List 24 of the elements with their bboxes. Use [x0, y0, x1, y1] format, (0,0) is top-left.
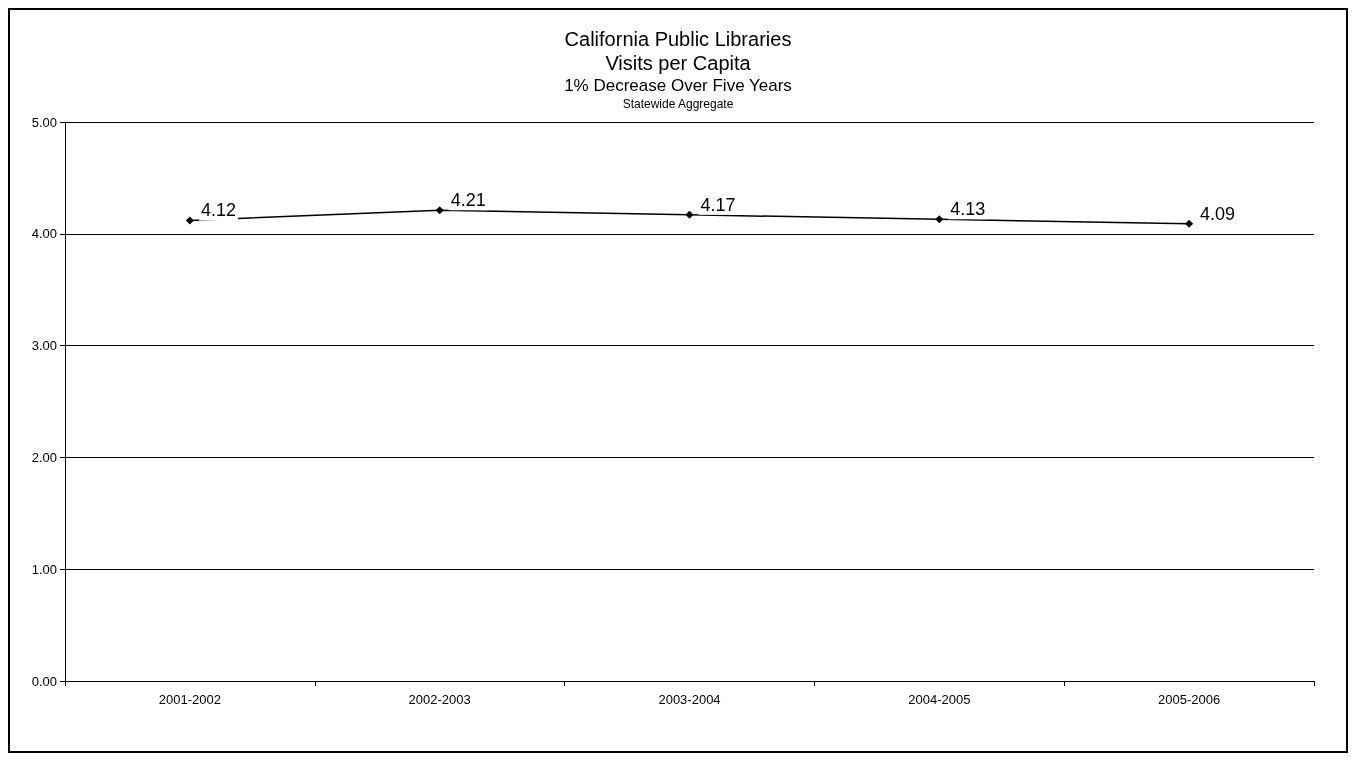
chart-title: California Public Libraries Visits per Capita: [564, 28, 792, 74]
y-tick-label: 3.00: [31, 338, 57, 354]
x-tick-label: 2001-2002: [158, 692, 221, 707]
point: [435, 206, 444, 215]
point: [1185, 219, 1194, 228]
y-tick-label: 1.00: [31, 561, 57, 577]
point: [185, 216, 194, 225]
data-label: 4.12: [200, 200, 236, 221]
y-tick-label: 0.00: [31, 673, 57, 689]
data-label: 4.21: [450, 190, 486, 211]
point: [935, 215, 944, 224]
y-tick-label: 2.00: [31, 449, 57, 465]
point: [685, 210, 694, 219]
text: Statewide Aggregate: [622, 97, 734, 111]
x-tick-label: 2002-2003: [408, 692, 471, 707]
y-tick-label: 4.00: [31, 226, 57, 242]
y-tick-label: 5.00: [31, 114, 57, 130]
x-tick-label: 2003-2004: [658, 692, 721, 707]
data-label: 4.17: [700, 194, 736, 215]
chart-subtitle: 1% Decrease Over Five Years: [564, 76, 792, 95]
x-tick-label: 2004-2005: [908, 692, 971, 707]
x-tick-label: 2005-2006: [1158, 692, 1221, 707]
data-label: 4.13: [950, 199, 986, 220]
data-label: 4.09: [1200, 203, 1236, 224]
